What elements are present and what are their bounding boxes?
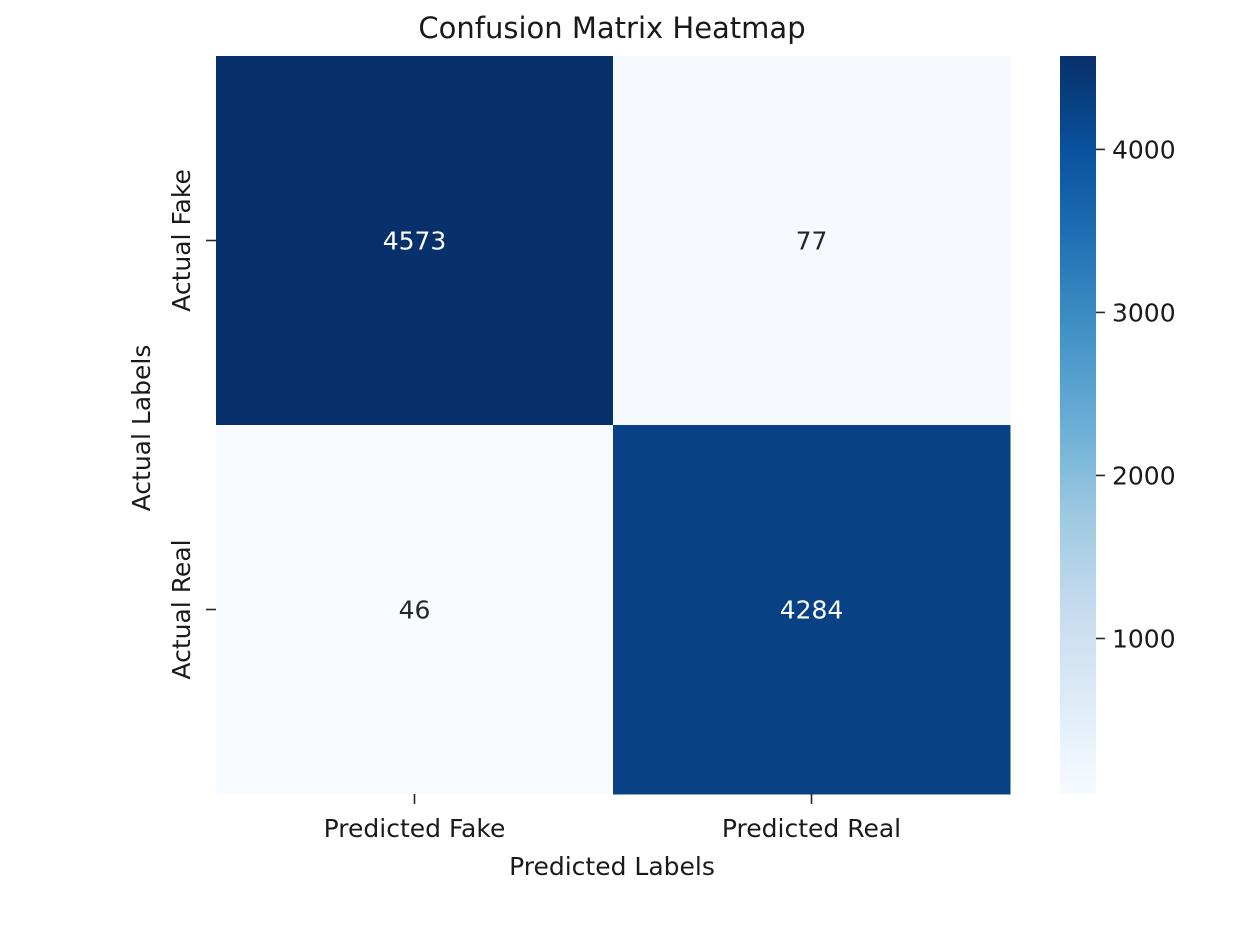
colorbar-tick-label: 2000 xyxy=(1112,461,1176,490)
chart-title: Confusion Matrix Heatmap xyxy=(418,11,805,45)
y-tick-label: Actual Fake xyxy=(167,169,196,312)
heatmap-cell xyxy=(613,425,1011,795)
cell-value-label: 4284 xyxy=(780,596,844,625)
x-tick-label: Predicted Fake xyxy=(324,814,506,843)
x-axis: Predicted Fake Predicted Real xyxy=(324,794,901,843)
colorbar-tick-label: 4000 xyxy=(1112,135,1176,164)
cell-value-label: 77 xyxy=(796,227,828,256)
x-tick-label: Predicted Real xyxy=(722,814,901,843)
colorbar-tick-label: 3000 xyxy=(1112,298,1176,327)
heatmap-cells xyxy=(216,56,1011,795)
x-axis-label: Predicted Labels xyxy=(509,852,715,881)
cell-value-label: 46 xyxy=(399,596,431,625)
heatmap-cell xyxy=(216,425,614,795)
colorbar-gradient xyxy=(1060,56,1096,794)
cell-value-label: 4573 xyxy=(383,227,447,256)
y-axis-label: Actual Labels xyxy=(127,345,156,512)
colorbar-tick-label: 1000 xyxy=(1112,624,1176,653)
heatmap-cell xyxy=(216,56,614,426)
heatmap-cell xyxy=(613,56,1011,426)
y-axis: Actual Fake Actual Real xyxy=(167,169,216,680)
heatmap-cell-labels: 4573 77 46 4284 xyxy=(383,227,844,625)
colorbar: 1000 2000 3000 4000 xyxy=(1060,56,1176,794)
y-tick-label: Actual Real xyxy=(167,539,196,679)
colorbar-ticks: 1000 2000 3000 4000 xyxy=(1096,135,1176,653)
